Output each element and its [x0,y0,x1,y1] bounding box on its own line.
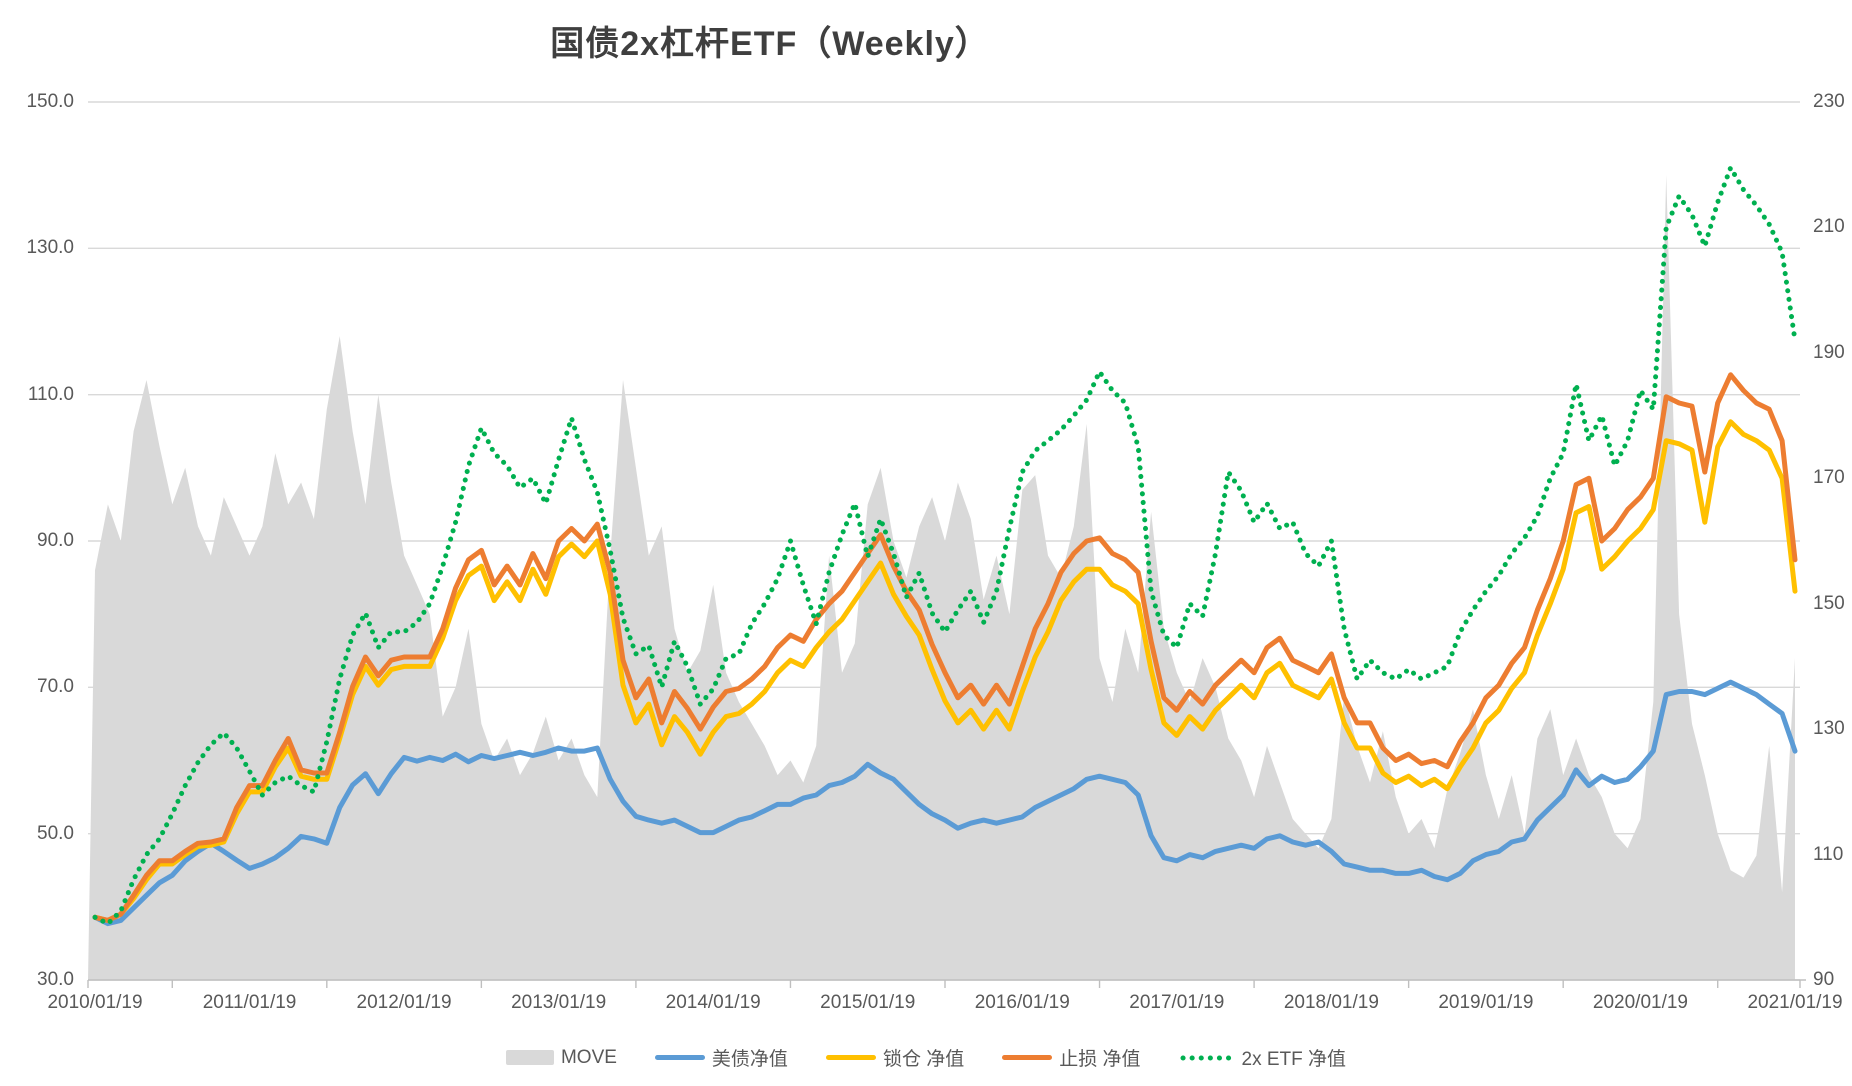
left-axis-tick-label: 90.0 [37,530,74,551]
legend-item-2x ETF 净值: 2x ETF 净值 [1179,1044,1347,1071]
chart-legend: MOVE 美债净值 锁仓 净值 止损 净值 2x ETF 净值 [0,1044,1852,1071]
x-axis-tick-label: 2018/01/19 [1283,992,1379,1013]
legend-label: MOVE [560,1046,617,1068]
x-axis-tick-label: 2012/01/19 [356,992,452,1013]
legend-item-止损 净值: 止损 净值 [1002,1044,1141,1071]
x-axis-tick-label: 2021/01/19 [1747,992,1843,1013]
legend-label: 2x ETF 净值 [1241,1049,1347,1070]
chart-title: 国债2x杠杆ETF（Weekly） [550,25,990,63]
legend-label: 美债净值 [711,1049,788,1070]
x-axis-tick-label: 2017/01/19 [1129,992,1225,1013]
left-axis-tick-label: 30.0 [37,969,74,990]
legend-area-swatch [505,1050,554,1065]
legend-line-swatch [1002,1055,1053,1060]
series-line-#ffc000 [92,419,1798,923]
x-axis-tick-label: 2013/01/19 [511,992,607,1013]
series-area-move [88,175,1795,980]
right-axis-tick-label: 190 [1813,341,1845,363]
x-axis-tick-label: 2019/01/19 [1438,992,1534,1013]
x-axis-tick-label: 2016/01/19 [974,992,1070,1013]
left-axis-tick-label: 50.0 [37,822,74,844]
legend-label: 锁仓 净值 [882,1049,965,1070]
series-line-2x-etf [92,165,1798,927]
x-axis-tick-label: 2020/01/19 [1592,992,1688,1013]
x-axis-tick-label: 2015/01/19 [820,992,916,1013]
right-axis-tick-label: 90 [1813,969,1835,990]
right-axis-tick-label: 210 [1813,216,1845,238]
x-axis-tick-label: 2010/01/19 [47,992,143,1013]
left-axis-tick-label: 150.0 [26,91,74,112]
right-axis-tick-label: 170 [1813,467,1845,489]
series-line-#5b9bd5 [92,679,1798,927]
right-axis-tick-label: 130 [1813,718,1845,740]
x-axis-tick-label: 2011/01/19 [202,992,297,1013]
legend-dotted-swatch [1180,1055,1235,1060]
series-line-#ed7d31 [92,372,1798,923]
legend-item-MOVE: MOVE [505,1046,617,1069]
legend-label: 止损 净值 [1059,1049,1141,1070]
right-axis-tick-label: 150 [1813,592,1845,614]
legend-line-swatch [825,1055,876,1060]
legend-item-美债净值: 美债净值 [654,1044,788,1071]
x-axis-tick-label: 2014/01/19 [665,992,761,1013]
left-axis-tick-label: 70.0 [37,676,74,698]
left-axis-tick-label: 130.0 [26,237,74,259]
left-axis-tick-label: 110.0 [27,383,74,405]
legend-line-swatch [654,1055,705,1060]
right-axis-tick-label: 110 [1813,843,1844,865]
legend-item-锁仓 净值: 锁仓 净值 [825,1044,965,1071]
right-axis-tick-label: 230 [1813,91,1845,112]
